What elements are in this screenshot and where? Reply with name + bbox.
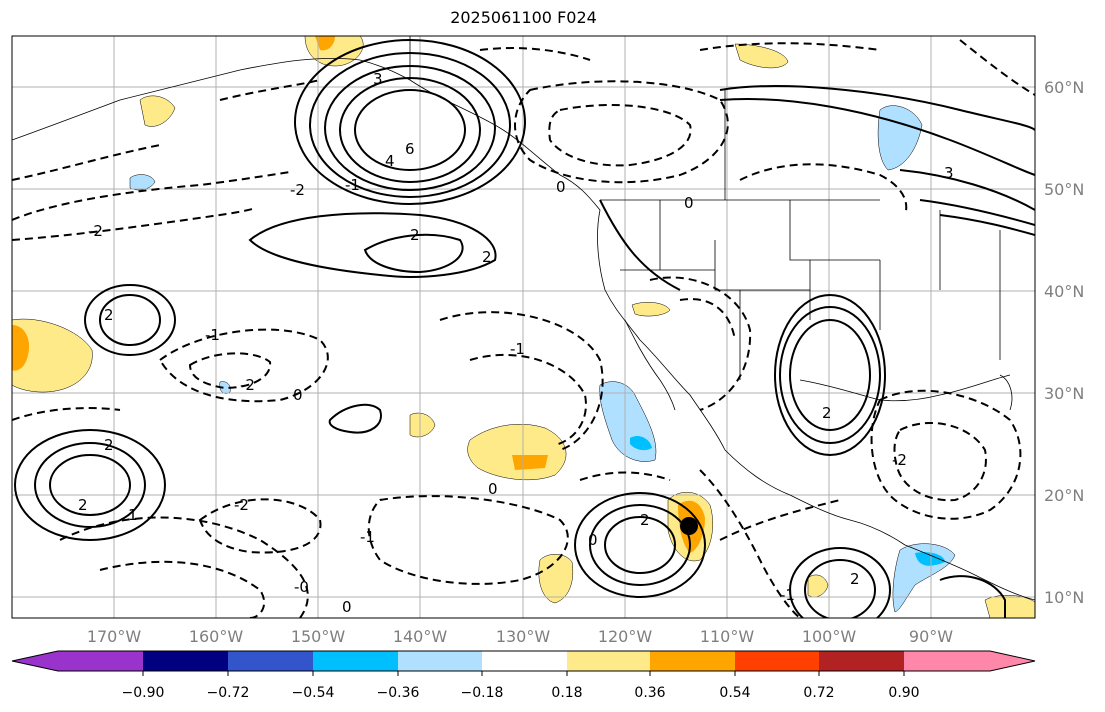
- contour-label: 2: [104, 306, 114, 324]
- contour-label: -2: [240, 376, 255, 394]
- colorbar-tick-label: 0.18: [551, 685, 582, 701]
- colorbar-segment: [735, 651, 819, 671]
- positive-contours: [14, 39, 1035, 618]
- contour-label: 4: [385, 152, 395, 170]
- latitude-labels: 60°N 50°N 40°N 30°N 20°N 10°N: [1044, 78, 1084, 607]
- longitude-labels: 170°W 160°W 150°W 140°W 130°W 120°W 110°…: [87, 627, 953, 646]
- contour-label: -1: [205, 326, 220, 344]
- positive-anomaly-region: [12, 318, 93, 393]
- colorbar-segment: [904, 651, 1035, 671]
- colorbar-segment: [12, 651, 143, 671]
- contour-label: 2: [410, 226, 420, 244]
- contour-label: 0: [684, 194, 694, 212]
- lon-label: 130°W: [496, 627, 551, 646]
- baja-california: [624, 319, 676, 411]
- positive-anomaly-region: [139, 95, 176, 127]
- colorbar-tick-label: −0.90: [122, 685, 165, 701]
- north-america-coast: [409, 36, 1035, 601]
- contour-label: -2: [892, 451, 907, 469]
- contour-label: -2: [234, 496, 249, 514]
- colorbar-tick-label: 0.72: [803, 685, 834, 701]
- contour-label: 2: [640, 511, 650, 529]
- positive-anomaly-region: [734, 43, 789, 69]
- lon-label: 170°W: [87, 627, 142, 646]
- colorbar-segment: [228, 651, 313, 671]
- negative-anomaly-region: [219, 381, 231, 394]
- contour-label: -2: [290, 181, 305, 199]
- colorbar-segment: [482, 651, 567, 671]
- colorbar-segment: [819, 651, 904, 671]
- lat-label: 40°N: [1044, 282, 1084, 301]
- lon-label: 160°W: [189, 627, 244, 646]
- positive-anomaly-region: [538, 554, 573, 604]
- colorbar-tick-label: −0.54: [292, 685, 335, 701]
- colorbar-tick-label: −0.18: [461, 685, 504, 701]
- negative-anomaly-core: [630, 436, 652, 451]
- positive-anomaly-core: [12, 325, 30, 371]
- lat-label: 20°N: [1044, 486, 1084, 505]
- contour-label: 0: [342, 598, 352, 616]
- storm-center-marker: [680, 517, 698, 535]
- lat-label: 60°N: [1044, 78, 1084, 97]
- lon-label: 90°W: [909, 627, 953, 646]
- colorbar-segment: [313, 651, 398, 671]
- contour-label: 3: [373, 70, 383, 88]
- colorbar-segment: [650, 651, 735, 671]
- contour-label: -1: [510, 340, 525, 358]
- negative-anomaly-core: [915, 552, 945, 566]
- contour-label: -1: [345, 176, 360, 194]
- colorbar-tick-label: 0.36: [634, 685, 665, 701]
- lon-label: 140°W: [393, 627, 448, 646]
- colorbar-segment: [143, 651, 228, 671]
- contour-label: -0: [294, 578, 309, 596]
- colorbar: −0.90 −0.72 −0.54 −0.36 −0.18 0.18 0.36 …: [11, 650, 1036, 701]
- contour-labels: 6 4 3 2 2 2 -2 -2 -1 -1 0 0 2 2 1 -2 -1 …: [78, 70, 954, 616]
- negative-anomaly-region: [877, 105, 923, 171]
- contour-label: 0: [293, 386, 303, 404]
- contour-label: 0: [588, 531, 598, 549]
- state-line: [714, 240, 810, 291]
- colorbar-tick-label: −0.72: [207, 685, 250, 701]
- contour-label: -2: [88, 222, 103, 240]
- positive-anomaly-core: [315, 36, 335, 51]
- map-frame: [11, 35, 1036, 619]
- contour-label: 0: [488, 480, 498, 498]
- state-line: [789, 200, 880, 261]
- lon-label: 110°W: [700, 627, 755, 646]
- contour-label: 2: [850, 570, 860, 588]
- contour-label: 2: [482, 248, 492, 266]
- colorbar-segment: [398, 651, 482, 671]
- contour-label: 0: [556, 178, 566, 196]
- contour-label: 2: [104, 436, 114, 454]
- negative-contours: [12, 39, 1035, 618]
- lat-label: 30°N: [1044, 384, 1084, 403]
- positive-anomaly-region: [631, 302, 671, 317]
- lat-label: 10°N: [1044, 588, 1084, 607]
- contour-label: -1: [780, 586, 795, 604]
- colorbar-tick-label: 0.90: [888, 685, 919, 701]
- colorbar-segment: [567, 651, 650, 671]
- negative-anomaly-region: [129, 174, 156, 191]
- colorbar-tick-label: 0.54: [719, 685, 750, 701]
- contour-label: -1: [360, 528, 375, 546]
- gridlines: [12, 36, 1035, 618]
- lon-label: 100°W: [802, 627, 857, 646]
- colorbar-outline: [11, 650, 1036, 672]
- lon-label: 120°W: [598, 627, 653, 646]
- contour-label: 2: [78, 496, 88, 514]
- contour-label: 3: [944, 164, 954, 182]
- positive-anomaly-region: [984, 595, 1035, 618]
- contour-label: 2: [822, 404, 832, 422]
- florida: [999, 374, 1013, 411]
- anomaly-fills: [12, 36, 1035, 618]
- plot-title: 2025061100 F024: [450, 8, 597, 27]
- contour-label: 1: [128, 506, 138, 524]
- gulf-coast: [799, 374, 1011, 402]
- contour-label: 6: [405, 140, 415, 158]
- positive-anomaly-core: [512, 455, 548, 470]
- lon-label: 150°W: [291, 627, 346, 646]
- lat-label: 50°N: [1044, 180, 1084, 199]
- colorbar-tick-label: −0.36: [377, 685, 420, 701]
